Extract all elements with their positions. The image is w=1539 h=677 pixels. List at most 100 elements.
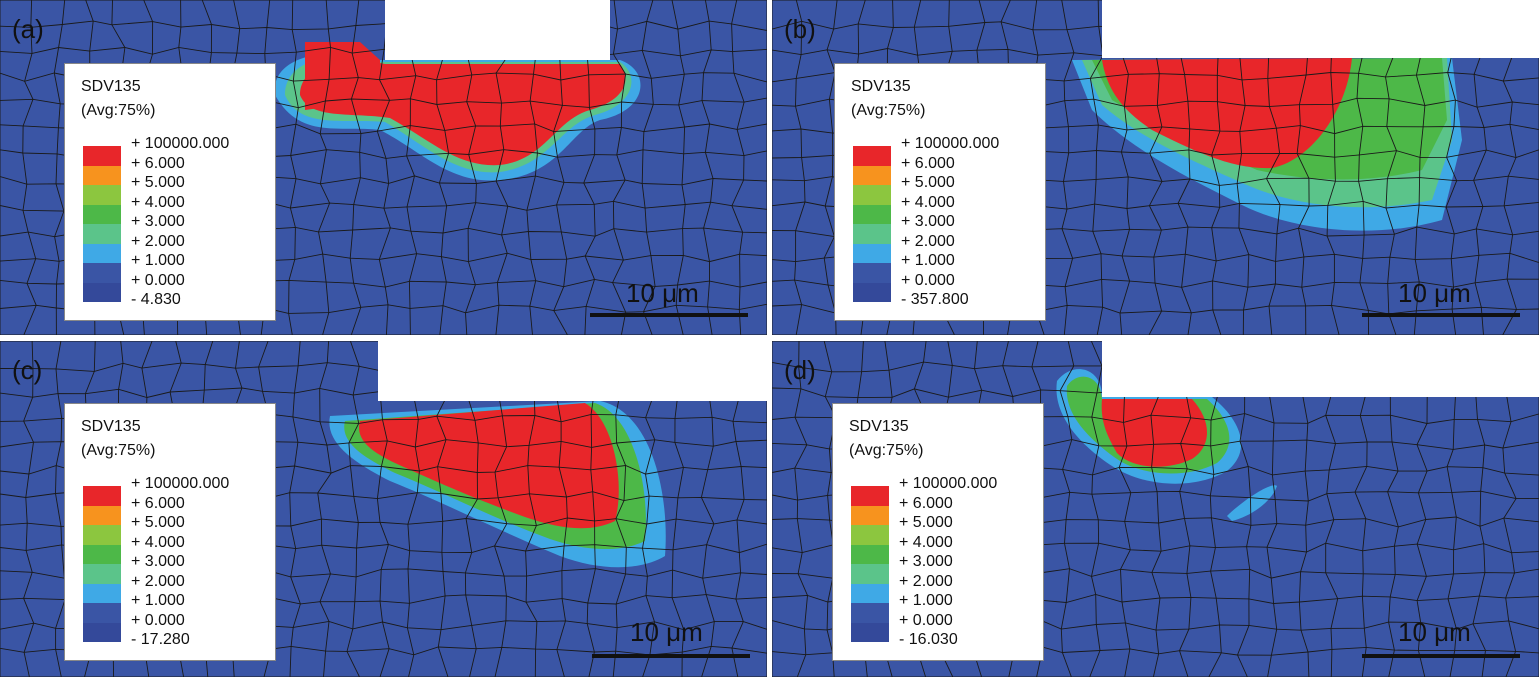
legend-tick: + 0.000 bbox=[901, 271, 955, 289]
panel-label-a: (a) bbox=[12, 14, 44, 44]
legend-tick: + 3.000 bbox=[899, 553, 953, 570]
legend-tick: + 100000.000 bbox=[901, 135, 1000, 152]
legend-swatch bbox=[83, 583, 121, 603]
legend-d: SDV135 (Avg:75%) + 100000.000 + 6.000 + … bbox=[832, 403, 1044, 661]
legend-tick: + 3.000 bbox=[131, 553, 185, 570]
legend-swatch bbox=[851, 525, 889, 545]
legend-swatch bbox=[851, 486, 889, 506]
legend-tick: + 0.000 bbox=[131, 271, 185, 289]
legend-tick: + 0.000 bbox=[899, 611, 953, 629]
legend-averaging: (Avg:75%) bbox=[81, 102, 156, 119]
legend-swatch bbox=[853, 282, 891, 302]
legend-tick: + 6.000 bbox=[131, 154, 185, 172]
legend-ticks: + 100000.000 + 6.000 + 5.000 + 4.000 + 3… bbox=[901, 134, 999, 310]
legend-swatch bbox=[851, 583, 889, 603]
legend-swatch bbox=[853, 146, 891, 166]
legend-tick: + 1.000 bbox=[899, 592, 953, 609]
legend-tick: + 4.000 bbox=[131, 533, 185, 551]
scale-bar-label: 10 μm bbox=[1398, 617, 1471, 647]
panel-c: (c) SDV135 (Avg:75%) + 100000.000 + 6.00… bbox=[0, 341, 767, 677]
legend-swatch bbox=[851, 505, 889, 525]
legend-swatch bbox=[853, 224, 891, 244]
legend-averaging: (Avg:75%) bbox=[851, 102, 926, 119]
legend-swatch bbox=[83, 622, 121, 642]
legend-variable: SDV135 bbox=[81, 418, 141, 435]
legend-a: SDV135 (Avg:75%) + 100000.000 + 6.000 + … bbox=[64, 63, 276, 321]
legend-tick: + 6.000 bbox=[131, 494, 185, 512]
legend-tick: + 1.000 bbox=[901, 252, 955, 269]
legend-swatch bbox=[851, 622, 889, 642]
panel-label-c: (c) bbox=[12, 355, 43, 385]
legend-tick: + 100000.000 bbox=[131, 135, 230, 152]
legend-variable: SDV135 bbox=[81, 78, 141, 95]
legend-swatch bbox=[83, 564, 121, 584]
legend-tick: + 1.000 bbox=[131, 252, 185, 269]
legend-swatch bbox=[83, 185, 121, 205]
legend-swatch bbox=[851, 544, 889, 564]
legend-tick: + 3.000 bbox=[131, 213, 185, 230]
legend-tick: + 6.000 bbox=[901, 154, 955, 172]
legend-swatch bbox=[853, 185, 891, 205]
legend-tick: - 357.800 bbox=[901, 291, 969, 308]
legend-tick: + 5.000 bbox=[131, 514, 185, 531]
legend-averaging: (Avg:75%) bbox=[849, 442, 924, 459]
legend-color-bar bbox=[851, 486, 889, 642]
legend-swatch bbox=[83, 204, 121, 224]
legend-color-bar bbox=[853, 146, 891, 302]
scale-bar-label: 10 μm bbox=[1398, 278, 1471, 308]
fe-contour-plot-b bbox=[772, 0, 1539, 335]
legend-tick: + 100000.000 bbox=[899, 475, 998, 492]
scale-bar-line bbox=[1362, 313, 1520, 317]
panel-d: (d) SDV135 (Avg:75%) + 100000.000 + 6.00… bbox=[772, 341, 1539, 677]
panel-label-d: (d) bbox=[784, 355, 816, 385]
legend-tick: - 17.280 bbox=[131, 631, 190, 648]
legend-swatch bbox=[83, 505, 121, 525]
scale-bar-label: 10 μm bbox=[630, 617, 703, 647]
legend-tick: - 4.830 bbox=[131, 291, 181, 308]
legend-tick: + 0.000 bbox=[131, 611, 185, 629]
scale-bar-label: 10 μm bbox=[626, 278, 699, 308]
panel-label-b: (b) bbox=[784, 14, 816, 44]
legend-color-bar bbox=[83, 486, 121, 642]
legend-swatch bbox=[853, 263, 891, 283]
legend-swatch bbox=[853, 204, 891, 224]
legend-averaging: (Avg:75%) bbox=[81, 442, 156, 459]
legend-swatch bbox=[83, 263, 121, 283]
legend-swatch bbox=[83, 224, 121, 244]
legend-swatch bbox=[851, 603, 889, 623]
legend-tick: - 16.030 bbox=[899, 631, 958, 648]
legend-tick: + 6.000 bbox=[899, 494, 953, 512]
legend-tick: + 1.000 bbox=[131, 592, 185, 609]
panel-a: (a) SDV135 (Avg:75%) + 100000.000 + 6.00… bbox=[0, 0, 767, 335]
legend-tick: + 2.000 bbox=[131, 232, 185, 250]
scale-bar-line bbox=[590, 313, 748, 317]
legend-swatch bbox=[83, 544, 121, 564]
panel-b: (b) SDV135 (Avg:75%) + 100000.000 + 6.00… bbox=[772, 0, 1539, 335]
legend-tick: + 5.000 bbox=[901, 174, 955, 191]
legend-tick: + 2.000 bbox=[131, 572, 185, 590]
legend-variable: SDV135 bbox=[851, 78, 911, 95]
legend-ticks: + 100000.000 + 6.000 + 5.000 + 4.000 + 3… bbox=[131, 134, 229, 310]
legend-variable: SDV135 bbox=[849, 418, 909, 435]
legend-c: SDV135 (Avg:75%) + 100000.000 + 6.000 + … bbox=[64, 403, 276, 661]
legend-swatch bbox=[853, 165, 891, 185]
legend-tick: + 4.000 bbox=[901, 193, 955, 211]
legend-swatch bbox=[83, 146, 121, 166]
scale-bar-line bbox=[592, 654, 750, 658]
legend-tick: + 5.000 bbox=[131, 174, 185, 191]
legend-ticks: + 100000.000 + 6.000 + 5.000 + 4.000 + 3… bbox=[131, 474, 229, 650]
legend-swatch bbox=[83, 486, 121, 506]
legend-swatch bbox=[83, 525, 121, 545]
legend-tick: + 100000.000 bbox=[131, 475, 230, 492]
legend-swatch bbox=[851, 564, 889, 584]
legend-tick: + 4.000 bbox=[131, 193, 185, 211]
legend-tick: + 3.000 bbox=[901, 213, 955, 230]
legend-ticks: + 100000.000 + 6.000 + 5.000 + 4.000 + 3… bbox=[899, 474, 997, 650]
legend-swatch bbox=[83, 603, 121, 623]
legend-b: SDV135 (Avg:75%) + 100000.000 + 6.000 + … bbox=[834, 63, 1046, 321]
legend-tick: + 4.000 bbox=[899, 533, 953, 551]
scale-bar-line bbox=[1362, 654, 1520, 658]
legend-swatch bbox=[853, 243, 891, 263]
legend-swatch bbox=[83, 282, 121, 302]
legend-tick: + 2.000 bbox=[901, 232, 955, 250]
